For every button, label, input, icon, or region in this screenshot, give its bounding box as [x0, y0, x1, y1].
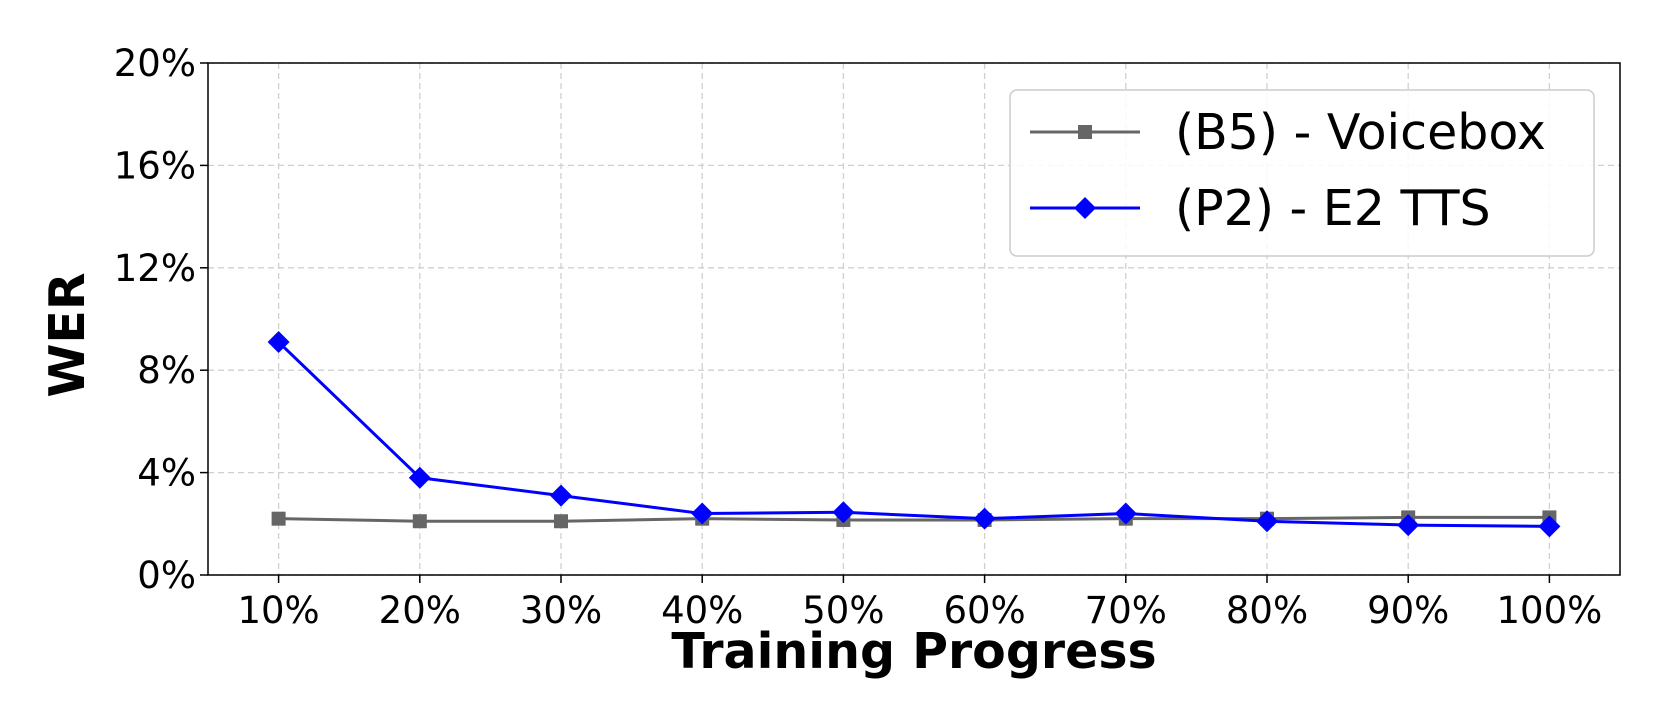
plot-frame	[207, 62, 1621, 576]
data-point-diamond	[550, 484, 572, 507]
data-point-diamond	[1397, 514, 1420, 537]
legend-marker-diamond	[1074, 197, 1096, 219]
legend-item: (B5) - Voicebox	[1030, 104, 1546, 161]
y-axis-ticks: 0% 4% 8% 12% 16% 20%	[114, 42, 208, 597]
y-tick-label: 4%	[137, 452, 196, 495]
x-tick-label: 100%	[1497, 589, 1603, 632]
y-tick-label: 20%	[114, 42, 196, 85]
legend: (B5) - Voicebox (P2) - E2 TTS	[1009, 89, 1595, 257]
x-tick-label: 50%	[802, 589, 884, 632]
data-point-diamond	[691, 502, 714, 525]
x-tick-label: 20%	[379, 589, 461, 632]
y-axis-title: WER	[39, 272, 96, 397]
series-layer	[267, 331, 1561, 538]
series-line	[278, 515, 1550, 523]
data-point-square	[271, 511, 286, 526]
legend-box	[1009, 89, 1595, 257]
x-axis-ticks: 10% 20% 30% 40% 50% 60% 70% 80% 90% 100%	[237, 575, 1602, 632]
x-tick-label: 80%	[1226, 589, 1308, 632]
legend-marker-square	[1078, 125, 1092, 139]
legend-item: (P2) - E2 TTS	[1030, 180, 1491, 237]
data-point-diamond	[1538, 515, 1561, 538]
series-2	[267, 331, 1561, 538]
data-point-square	[412, 514, 427, 529]
x-tick-label: 70%	[1085, 589, 1167, 632]
legend-label: (P2) - E2 TTS	[1175, 180, 1491, 237]
x-tick-label: 10%	[237, 589, 319, 632]
series-line	[277, 340, 1550, 528]
y-tick-label: 0%	[137, 554, 196, 597]
legend-label: (B5) - Voicebox	[1175, 104, 1546, 161]
data-point-diamond	[1256, 510, 1278, 533]
x-tick-label: 30%	[520, 589, 602, 632]
data-point-square	[554, 514, 568, 529]
y-tick-label: 8%	[137, 349, 196, 392]
y-tick-label: 16%	[114, 144, 196, 187]
x-axis-title: Training Progress	[671, 623, 1156, 680]
data-point-diamond	[832, 501, 855, 524]
data-point-diamond	[973, 507, 996, 530]
x-tick-label: 60%	[943, 589, 1025, 632]
data-point-diamond	[408, 466, 431, 489]
series-1	[271, 510, 1557, 529]
y-tick-label: 12%	[114, 247, 196, 290]
x-tick-label: 40%	[661, 589, 743, 632]
x-tick-label: 90%	[1367, 589, 1449, 632]
data-point-diamond	[267, 331, 290, 354]
data-point-diamond	[1114, 502, 1137, 525]
